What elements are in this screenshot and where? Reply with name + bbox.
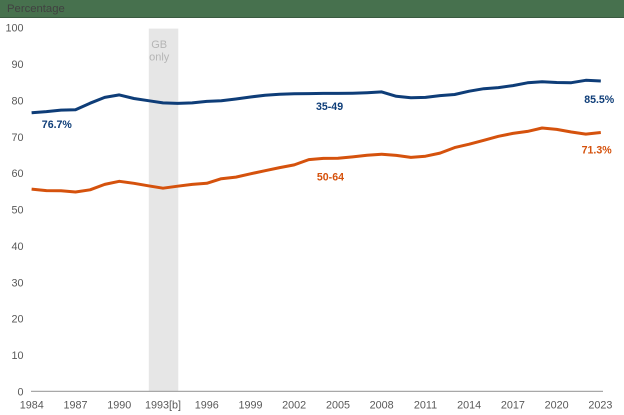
svg-text:2014: 2014 [457,399,481,411]
svg-text:60: 60 [11,168,23,180]
svg-text:2005: 2005 [326,399,350,411]
svg-text:1987: 1987 [63,399,87,411]
svg-text:71.3%: 71.3% [582,145,613,157]
svg-text:85.5%: 85.5% [584,94,615,106]
svg-text:0: 0 [17,387,23,399]
svg-text:76.7%: 76.7% [42,119,73,131]
svg-text:1993[b]: 1993[b] [145,399,181,411]
svg-text:90: 90 [11,59,23,71]
svg-text:100: 100 [5,23,23,35]
svg-text:2008: 2008 [370,399,394,411]
svg-text:40: 40 [11,241,23,253]
svg-text:20: 20 [11,314,23,326]
svg-text:only: only [149,51,170,63]
svg-text:70: 70 [11,132,23,144]
svg-text:1990: 1990 [107,399,131,411]
svg-text:2002: 2002 [282,399,306,411]
svg-text:50-64: 50-64 [317,172,344,184]
svg-text:10: 10 [11,350,23,362]
svg-text:2011: 2011 [414,399,437,411]
svg-text:80: 80 [11,95,23,107]
svg-text:2023: 2023 [588,399,612,411]
svg-text:30: 30 [11,277,23,289]
svg-text:1996: 1996 [195,399,219,411]
svg-text:35-49: 35-49 [316,101,343,113]
svg-text:50: 50 [11,205,23,217]
svg-text:2017: 2017 [501,399,525,411]
svg-text:2020: 2020 [545,399,569,411]
svg-text:1999: 1999 [238,399,262,411]
svg-text:GB: GB [151,39,167,51]
svg-text:1984: 1984 [20,399,44,411]
